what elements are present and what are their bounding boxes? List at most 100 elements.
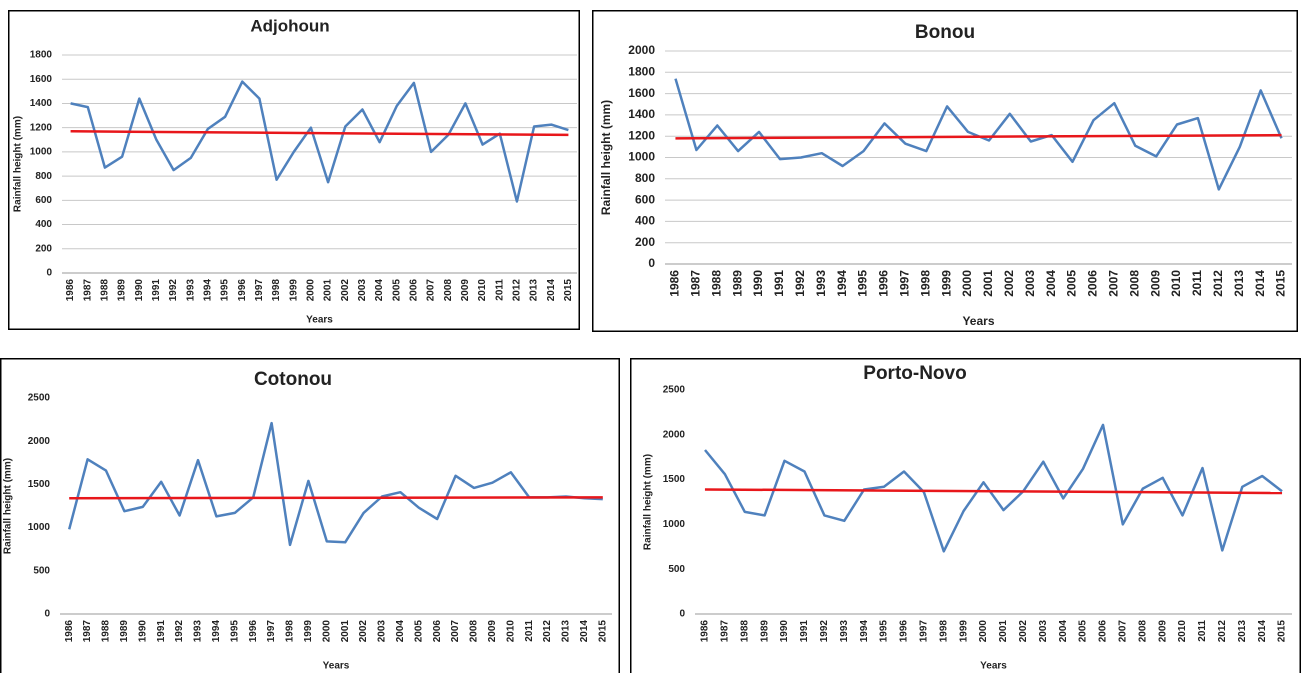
y-tick-label: 2500 <box>28 393 51 404</box>
x-tick-label: 2006 <box>1086 270 1100 297</box>
trend-line <box>69 496 603 500</box>
y-tick-label: 0 <box>679 609 685 620</box>
x-tick-label: 1992 <box>168 279 179 302</box>
y-tick-label: 1200 <box>30 122 53 133</box>
y-axis-label: Rainfall height (mm) <box>643 454 654 550</box>
x-tick-label: 2014 <box>1257 620 1268 643</box>
y-tick-label: 2000 <box>663 429 686 440</box>
x-tick-label: 1986 <box>65 279 76 302</box>
x-tick-label: 1999 <box>958 620 969 643</box>
x-tick-label: 2012 <box>1217 620 1228 643</box>
y-tick-label: 1400 <box>628 107 655 121</box>
x-tick-label: 1996 <box>899 620 910 643</box>
chart-frame <box>592 10 1298 332</box>
y-tick-label: 1800 <box>628 64 655 78</box>
x-tick-label: 1992 <box>174 620 185 643</box>
x-tick-label: 1989 <box>759 620 770 643</box>
x-tick-label: 2009 <box>460 279 471 302</box>
x-tick-label: 2015 <box>1274 270 1288 297</box>
y-tick-label: 0 <box>46 268 52 279</box>
x-tick-label: 1990 <box>779 620 790 643</box>
x-tick-label: 2009 <box>1157 620 1168 643</box>
x-tick-label: 2002 <box>1018 620 1029 643</box>
y-tick-label: 2500 <box>663 385 686 396</box>
x-axis-label: Years <box>962 314 994 328</box>
y-axis-label: Rainfall height (mm) <box>13 116 24 212</box>
x-tick-label: 2008 <box>1127 270 1141 297</box>
x-tick-label: 2007 <box>1117 620 1128 643</box>
trend-line <box>675 133 1282 140</box>
y-tick-label: 600 <box>35 195 52 206</box>
x-tick-label: 2003 <box>357 279 368 302</box>
chart-frame <box>0 358 620 673</box>
x-tick-label: 1993 <box>814 270 828 297</box>
x-tick-label: 2000 <box>960 270 974 297</box>
x-tick-label: 2005 <box>391 279 402 302</box>
y-tick-label: 1200 <box>628 128 655 142</box>
y-tick-label: 1000 <box>628 150 655 164</box>
x-tick-label: 2001 <box>981 270 995 297</box>
x-tick-label: 2006 <box>1098 620 1109 643</box>
x-tick-label: 2007 <box>1107 270 1121 297</box>
x-tick-label: 2013 <box>529 279 540 302</box>
y-tick-label: 500 <box>668 564 685 575</box>
x-tick-label: 2004 <box>1058 620 1069 643</box>
x-tick-label: 1991 <box>772 270 786 297</box>
y-axis-label: Rainfall height (mm) <box>599 100 613 215</box>
x-tick-label: 1988 <box>101 620 112 643</box>
y-tick-label: 1000 <box>28 522 51 533</box>
x-tick-label: 2011 <box>1197 620 1208 642</box>
x-tick-label: 2006 <box>432 620 443 643</box>
x-tick-label: 2011 <box>494 279 505 301</box>
x-tick-label: 1997 <box>898 270 912 297</box>
x-tick-label: 1986 <box>700 620 711 643</box>
data-line <box>674 78 1283 191</box>
x-tick-label: 2004 <box>395 620 406 643</box>
y-tick-label: 1600 <box>30 74 53 85</box>
x-tick-label: 1993 <box>839 620 850 643</box>
x-tick-label: 1999 <box>303 620 314 643</box>
y-tick-label: 400 <box>35 219 52 230</box>
x-tick-label: 2001 <box>323 279 334 302</box>
y-tick-label: 1500 <box>28 479 51 490</box>
y-tick-label: 600 <box>635 192 655 206</box>
x-tick-label: 2003 <box>1038 620 1049 643</box>
x-tick-label: 2009 <box>487 620 498 643</box>
y-tick-label: 1800 <box>30 50 53 61</box>
x-tick-label: 2015 <box>1277 620 1288 643</box>
x-tick-label: 1987 <box>82 620 93 643</box>
x-tick-label: 1994 <box>203 279 214 302</box>
x-tick-label: 1988 <box>709 270 723 297</box>
x-tick-label: 2014 <box>579 620 590 643</box>
x-tick-label: 2010 <box>505 620 516 643</box>
x-tick-label: 1996 <box>248 620 259 643</box>
x-tick-label: 1990 <box>751 270 765 297</box>
x-tick-label: 1998 <box>271 279 282 302</box>
y-tick-label: 0 <box>44 609 50 620</box>
x-tick-label: 1998 <box>285 620 296 643</box>
x-tick-label: 1998 <box>918 270 932 297</box>
y-tick-label: 1500 <box>663 474 686 485</box>
x-tick-label: 2010 <box>1177 620 1188 643</box>
y-tick-label: 2000 <box>28 436 51 447</box>
x-tick-label: 2008 <box>469 620 480 643</box>
trend-line <box>70 130 569 137</box>
x-tick-label: 2011 <box>524 620 535 642</box>
x-tick-label: 2010 <box>1169 270 1183 297</box>
x-tick-label: 2001 <box>998 620 1009 643</box>
x-tick-label: 2009 <box>1148 270 1162 297</box>
x-tick-label: 1994 <box>211 620 222 643</box>
x-tick-label: 1990 <box>137 620 148 643</box>
chart-title: Cotonou <box>254 369 332 390</box>
x-tick-label: 1992 <box>819 620 830 643</box>
x-tick-label: 2012 <box>542 620 553 643</box>
x-tick-label: 1986 <box>668 270 682 297</box>
x-tick-label: 1995 <box>879 620 890 643</box>
x-tick-label: 1997 <box>266 620 277 643</box>
x-tick-label: 2012 <box>512 279 523 302</box>
x-axis-label: Years <box>323 661 350 672</box>
x-tick-label: 2006 <box>409 279 420 302</box>
x-tick-label: 1987 <box>719 620 730 643</box>
